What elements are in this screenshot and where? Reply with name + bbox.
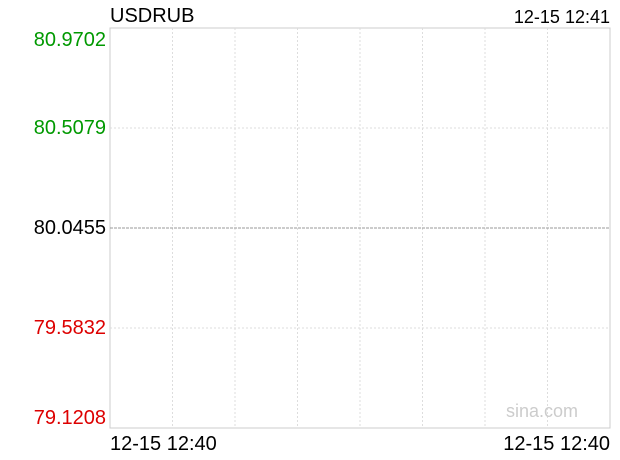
- y-tick-label: 79.1208: [33, 407, 106, 429]
- y-tick-label: 80.0455: [33, 217, 106, 239]
- y-tick-label: 80.9702: [33, 29, 106, 51]
- chart-timestamp: 12-15 12:41: [513, 7, 610, 27]
- watermark-sina: sina.com: [506, 401, 579, 421]
- y-tick-label: 80.5079: [33, 116, 106, 139]
- x-tick-label-start: 12-15 12:40: [110, 433, 217, 455]
- y-tick-label: 79.5832: [33, 316, 106, 339]
- x-tick-label-end: 12-15 12:40: [503, 433, 610, 455]
- chart-title: USDRUB: [110, 5, 195, 27]
- horizontal-gridlines: [110, 127, 610, 329]
